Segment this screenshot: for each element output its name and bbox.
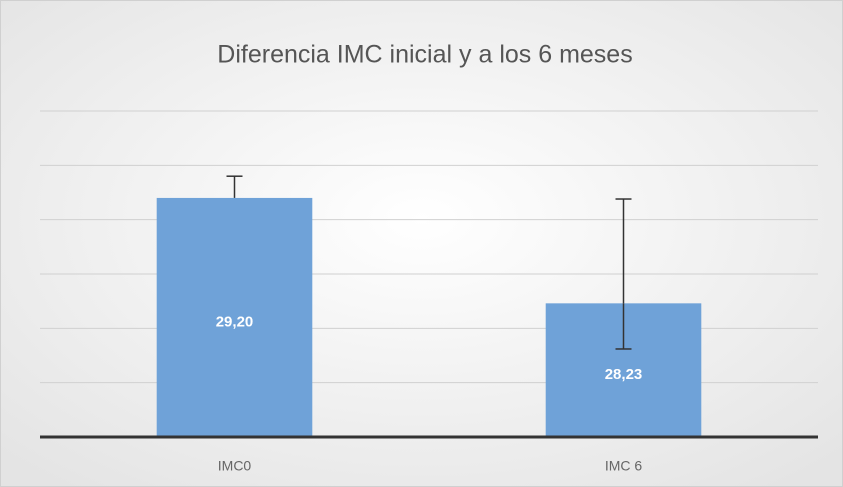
data-label: 28,23 [605,366,643,383]
chart-title: Diferencia IMC inicial y a los 6 meses [217,41,632,69]
x-tick-label: IMC 6 [605,458,643,474]
data-label: 29,20 [216,313,254,330]
bar [156,197,313,437]
x-tick-label: IMC0 [218,458,252,474]
